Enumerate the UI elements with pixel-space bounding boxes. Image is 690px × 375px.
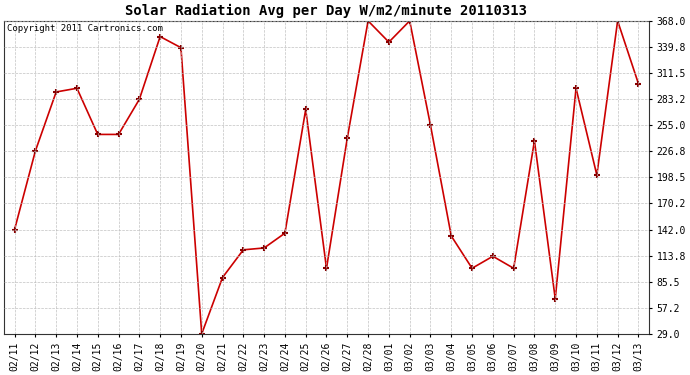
Text: Copyright 2011 Cartronics.com: Copyright 2011 Cartronics.com	[8, 24, 164, 33]
Title: Solar Radiation Avg per Day W/m2/minute 20110313: Solar Radiation Avg per Day W/m2/minute …	[126, 4, 527, 18]
